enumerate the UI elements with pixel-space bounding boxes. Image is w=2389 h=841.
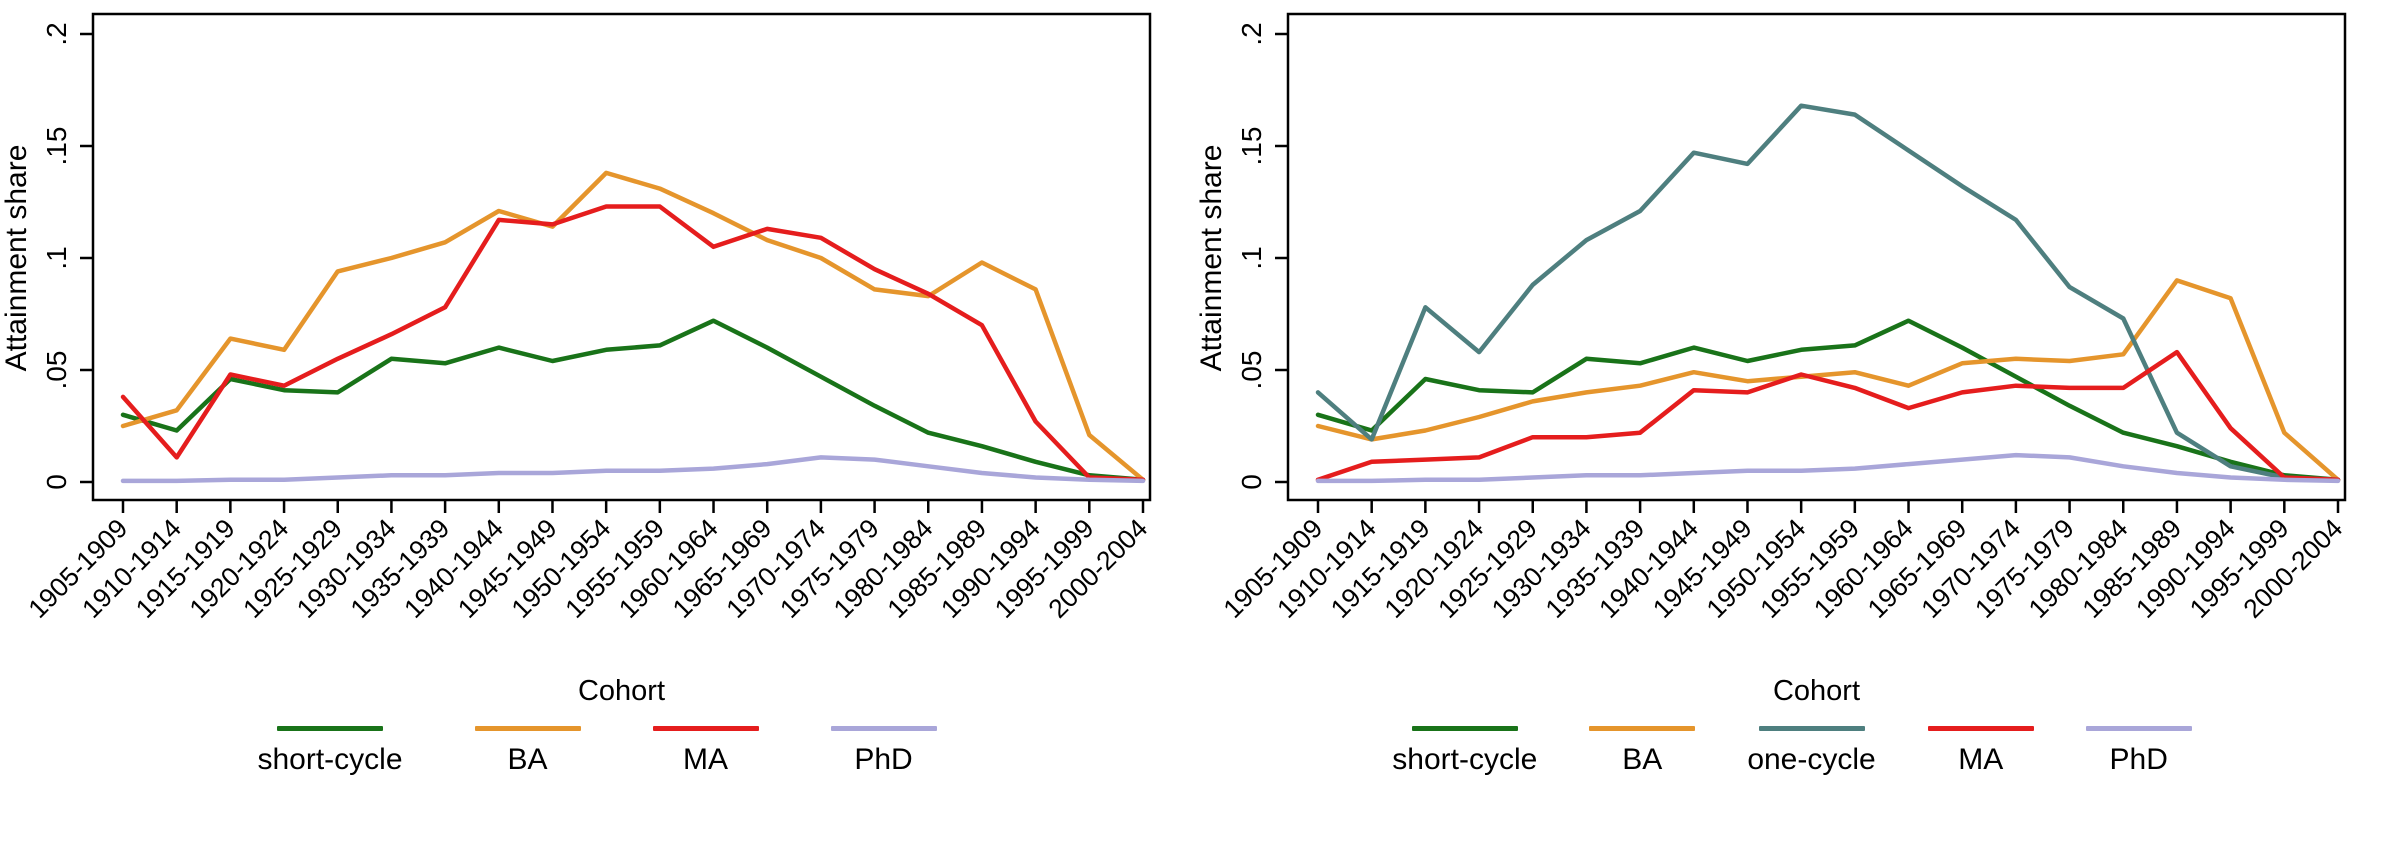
series-line-phd (1315, 452, 2341, 484)
legend-swatch-phd (2085, 726, 2192, 731)
legend-swatch-ba (474, 726, 581, 731)
legend-label: BA (1622, 743, 1663, 776)
plot-frame (91, 12, 1152, 502)
legend-swatch-phd (830, 726, 937, 731)
y-tick-label: .05 (41, 351, 72, 390)
y-tick-label: .2 (41, 22, 72, 45)
series-line-ba (1315, 278, 2341, 483)
panel-right: 0.05.1.15.2 Attainment share 1905-1909 1910… (1195, 0, 2389, 841)
series-line-short-cycle (1315, 318, 2341, 483)
x-axis-title: Cohort (1773, 675, 1860, 707)
legend-item-ma: MA (1927, 726, 2034, 776)
y-tick-label: .1 (1236, 246, 1267, 269)
legend-item-short-cycle: short-cycle (257, 726, 403, 776)
series-line-short-cycle (120, 318, 1146, 483)
series-line-phd (120, 455, 1146, 484)
legend-swatch-one-cycle (1758, 726, 1865, 731)
legend-item-short-cycle: short-cycle (1392, 726, 1537, 775)
legend-label: one-cycle (1747, 743, 1876, 776)
legend-item-phd: PhD (830, 726, 937, 776)
y-axis-title: Attainment share (0, 145, 33, 372)
series-line-ba (120, 170, 1146, 483)
legend-item-ba: BA (1589, 726, 1696, 776)
series-line-ma (120, 204, 1146, 483)
legend-label: BA (507, 743, 548, 776)
legend-item-phd: PhD (2085, 726, 2192, 776)
y-axis-title: Attainment share (1195, 145, 1228, 372)
legend-swatch-ma (652, 726, 759, 731)
y-tick-label: .15 (1236, 127, 1267, 166)
legend-swatch-ma (1927, 726, 2034, 731)
y-tick-label: .2 (1236, 22, 1267, 45)
y-tick-label: .05 (1236, 351, 1267, 390)
legend-swatch-short-cycle (1411, 726, 1518, 731)
y-tick-label: .1 (41, 246, 72, 269)
y-tick-label: 0 (1236, 474, 1267, 490)
legend-item-ba: BA (474, 726, 581, 776)
y-tick-label: .15 (41, 127, 72, 166)
legend-swatch-ba (1589, 726, 1696, 731)
legend-swatch-short-cycle (276, 726, 383, 731)
legend-label: MA (683, 743, 729, 776)
legend-item-one-cycle: one-cycle (1747, 726, 1876, 776)
series-line-ma (1315, 349, 2341, 483)
left-chart-legend: short-cycle BA MA PhD (0, 726, 1194, 775)
panel-left: 0.05.1.15.2 Attainment share 1905-1909 1910… (0, 0, 1194, 841)
legend-label: MA (1958, 743, 2004, 776)
right-chart-legend: short-cycle BA one-cycle MA PhD (1195, 726, 2389, 775)
legend-item-ma: MA (652, 726, 759, 776)
y-tick-label: 0 (41, 474, 72, 490)
series-line-one-cycle (1315, 103, 2341, 483)
x-axis-title: Cohort (578, 675, 665, 707)
legend-label: PhD (854, 743, 913, 776)
legend-label: short-cycle (1392, 743, 1538, 776)
legend-label: short-cycle (257, 743, 403, 776)
legend-label: PhD (2109, 743, 2168, 776)
